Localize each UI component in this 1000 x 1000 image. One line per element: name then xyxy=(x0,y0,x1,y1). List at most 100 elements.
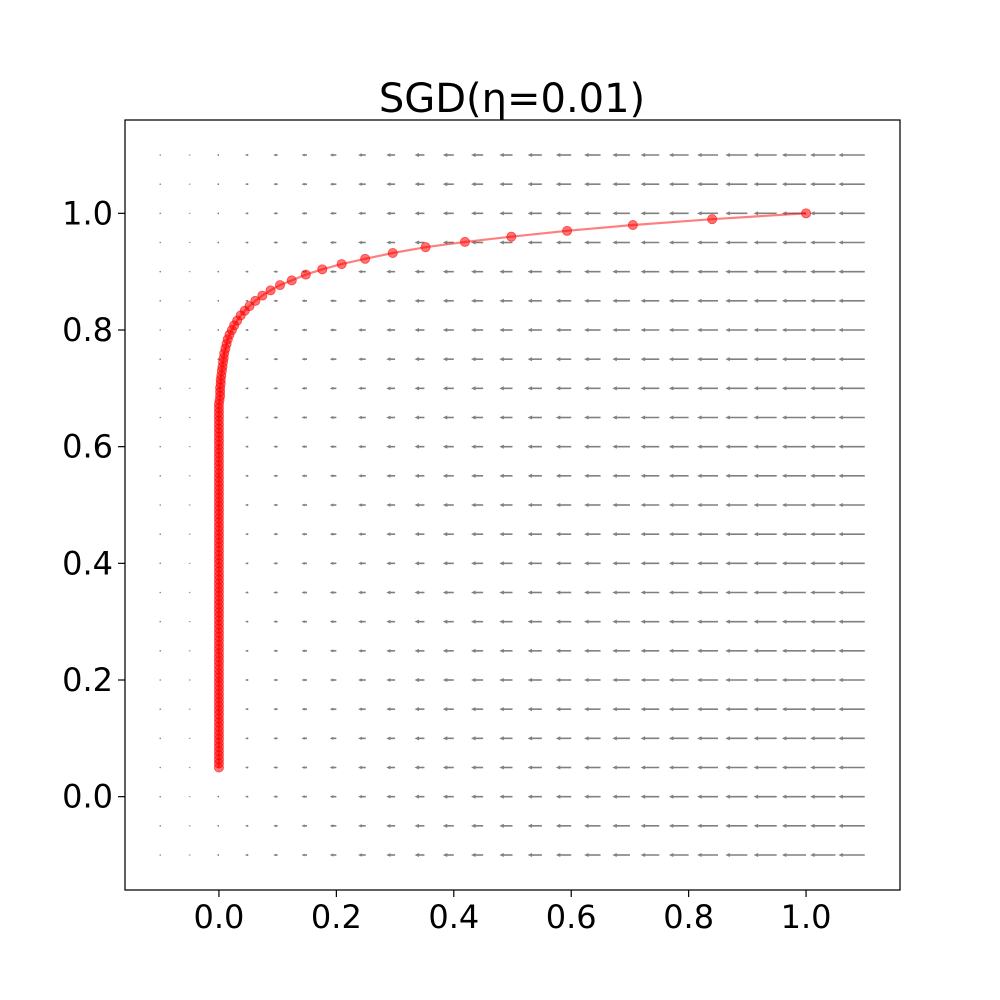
vector-arrow xyxy=(386,444,396,449)
vector-arrow xyxy=(188,650,191,652)
vector-arrow xyxy=(810,765,836,770)
vector-arrow xyxy=(584,619,601,624)
vector-arrow xyxy=(188,854,191,856)
vector-arrow xyxy=(612,182,630,187)
vector-arrow xyxy=(386,386,396,391)
vector-arrow xyxy=(188,591,191,594)
vector-arrow xyxy=(471,415,484,420)
vector-arrow xyxy=(244,153,249,157)
vector-arrow xyxy=(358,765,366,770)
vector-arrow xyxy=(612,415,630,420)
vector-arrow xyxy=(753,152,777,158)
vector-arrow xyxy=(838,415,865,420)
vector-arrow xyxy=(527,298,542,303)
vector-arrow xyxy=(159,387,162,390)
vector-arrow xyxy=(640,415,660,420)
vector-arrow xyxy=(527,473,542,478)
vector-arrow xyxy=(301,474,308,478)
vector-arrow xyxy=(471,707,484,712)
vector-arrow xyxy=(159,183,162,185)
vector-arrow xyxy=(810,415,836,420)
vector-arrow xyxy=(188,533,191,535)
vector-arrow xyxy=(584,677,601,683)
vector-arrow xyxy=(499,327,513,333)
vector-arrow xyxy=(301,386,308,390)
vector-arrow xyxy=(329,328,337,332)
vector-arrow xyxy=(753,561,777,566)
trajectory-point xyxy=(274,280,285,291)
vector-arrow xyxy=(499,707,513,712)
vector-arrow xyxy=(668,152,689,158)
vector-arrow xyxy=(612,561,630,566)
vector-arrow xyxy=(640,736,660,741)
vector-arrow xyxy=(414,502,425,508)
vector-arrow xyxy=(810,357,836,362)
vector-arrow xyxy=(159,154,162,156)
vector-arrow xyxy=(753,532,777,537)
vector-arrow xyxy=(753,211,777,216)
vector-arrow xyxy=(781,590,807,595)
vector-arrow xyxy=(159,241,162,244)
vector-arrow xyxy=(188,329,191,331)
vector-arrow xyxy=(555,823,572,828)
vector-arrow xyxy=(781,532,807,537)
vector-arrow xyxy=(471,736,484,741)
vector-arrow xyxy=(640,152,660,158)
vector-arrow xyxy=(725,561,748,566)
vector-arrow xyxy=(273,678,278,682)
vector-arrow xyxy=(159,650,162,652)
vector-arrow xyxy=(244,503,249,507)
vector-arrow xyxy=(386,561,396,566)
vector-arrow xyxy=(216,212,219,215)
y-tick-label: 0.2 xyxy=(62,661,113,699)
vector-arrow xyxy=(697,240,718,245)
vector-arrow xyxy=(358,386,366,391)
vector-arrow xyxy=(640,561,660,566)
vector-arrow xyxy=(584,823,601,828)
vector-arrow xyxy=(640,502,660,508)
vector-arrow xyxy=(668,707,689,712)
vector-arrow xyxy=(838,765,865,770)
vector-arrow xyxy=(753,357,777,362)
trajectory-point xyxy=(562,225,573,236)
vector-arrow xyxy=(668,794,689,799)
y-tick-label: 1.0 xyxy=(62,194,113,232)
vector-arrow xyxy=(244,212,249,215)
vector-arrow xyxy=(697,532,718,537)
vector-arrow xyxy=(725,794,748,799)
vector-arrow xyxy=(810,619,836,624)
vector-arrow xyxy=(810,240,836,245)
vector-arrow xyxy=(159,358,162,360)
vector-arrow xyxy=(753,736,777,741)
vector-arrow xyxy=(781,240,807,245)
vector-arrow xyxy=(753,794,777,799)
vector-arrow xyxy=(555,240,572,245)
vector-arrow xyxy=(555,357,572,362)
vector-arrow xyxy=(810,182,836,187)
vector-arrow xyxy=(358,444,366,449)
vector-arrow xyxy=(188,270,191,273)
vector-arrow xyxy=(555,736,572,741)
vector-arrow xyxy=(216,795,219,798)
vector-arrow xyxy=(640,444,660,449)
vector-arrow xyxy=(301,824,308,828)
vector-arrow xyxy=(640,707,660,712)
vector-arrow xyxy=(273,416,278,419)
trajectory-point xyxy=(265,285,276,296)
vector-arrow xyxy=(188,562,191,565)
vector-arrow xyxy=(471,211,484,216)
vector-arrow xyxy=(838,532,865,537)
trajectory-point xyxy=(257,290,268,301)
vector-arrow xyxy=(838,298,865,303)
vector-arrow xyxy=(329,182,337,186)
vector-arrow xyxy=(358,474,366,478)
vector-arrow xyxy=(810,298,836,303)
vector-arrow xyxy=(188,183,191,185)
vector-arrow xyxy=(584,707,601,712)
vector-arrow xyxy=(471,269,484,274)
vector-arrow xyxy=(386,823,396,828)
vector-arrow xyxy=(668,648,689,653)
vector-arrow xyxy=(555,386,572,391)
vector-arrow xyxy=(753,386,777,391)
vector-arrow xyxy=(414,211,425,216)
